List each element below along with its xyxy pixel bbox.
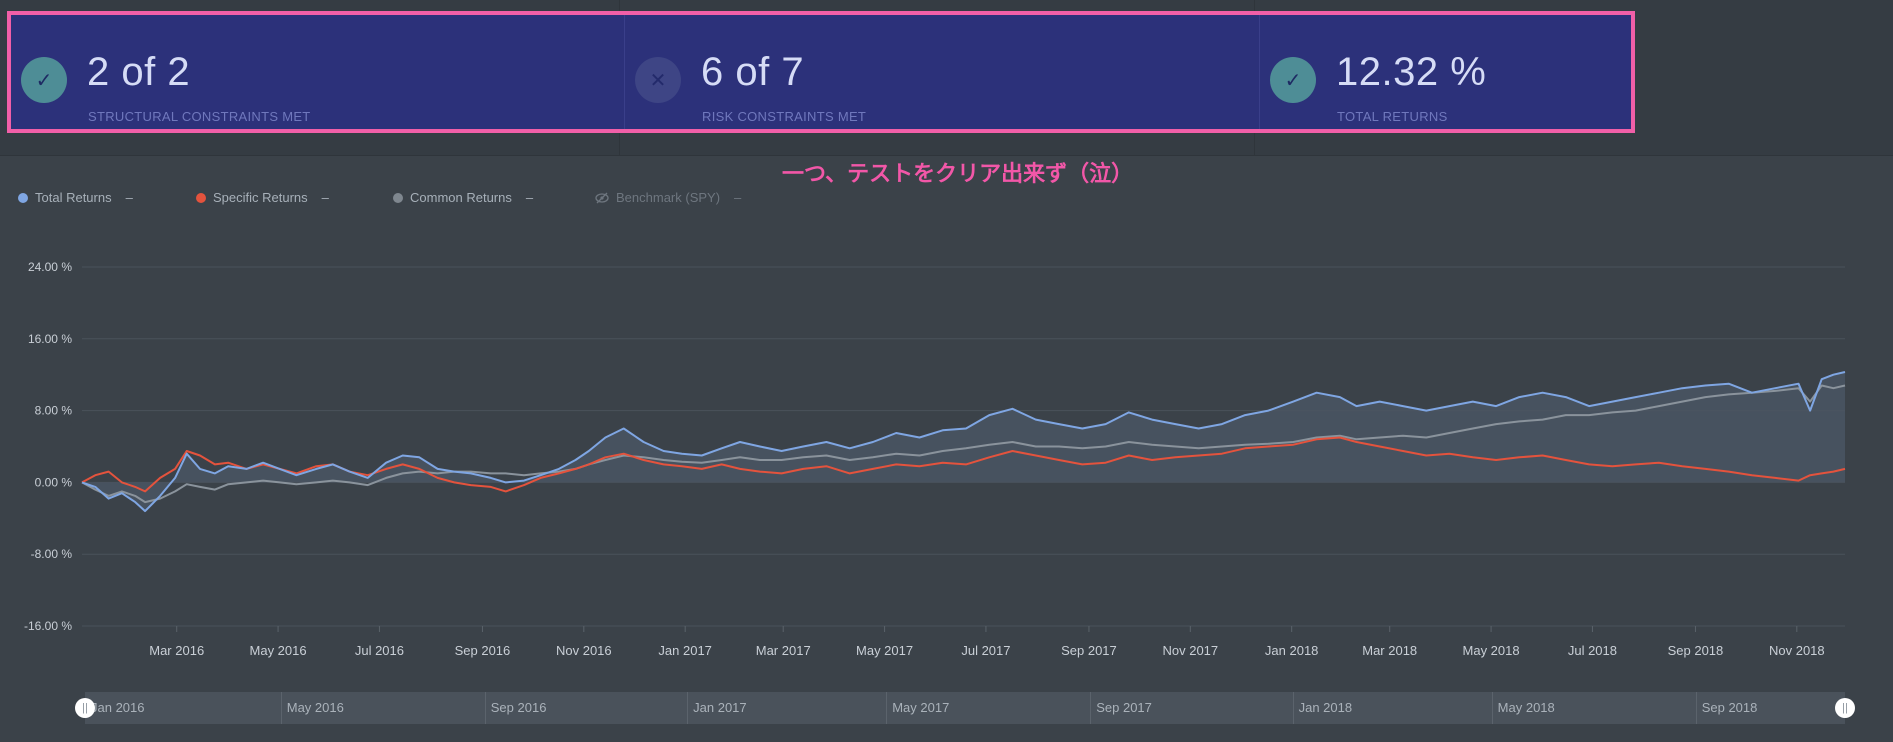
x-tick-label: Mar 2017 bbox=[756, 643, 811, 658]
x-tick-label: Sep 2018 bbox=[1668, 643, 1724, 658]
x-tick-label: Jul 2016 bbox=[355, 643, 404, 658]
series-line-total-returns bbox=[81, 371, 1846, 513]
navigator-left-handle[interactable]: || bbox=[75, 698, 95, 718]
legend-label: Benchmark (SPY) bbox=[616, 190, 721, 205]
navigator-right-handle[interactable]: || bbox=[1835, 698, 1855, 718]
navigator-divider bbox=[1292, 692, 1294, 724]
legend-dot-icon bbox=[196, 192, 206, 203]
x-tick-label: May 2018 bbox=[1463, 643, 1520, 658]
legend-label: Specific Returns bbox=[213, 190, 308, 205]
x-tick-label: Nov 2016 bbox=[556, 643, 612, 658]
risk-constraints-value: 6 of 7 bbox=[701, 50, 805, 94]
legend-item-total-returns[interactable]: Total Returns – bbox=[18, 190, 133, 205]
legend-item-specific-returns[interactable]: Specific Returns – bbox=[196, 190, 329, 205]
risk-constraints-card: ✕ 6 of 7 RISK CONSTRAINTS MET bbox=[624, 15, 1260, 129]
structural-constraints-card: ✓ 2 of 2 STRUCTURAL CONSTRAINTS MET bbox=[11, 15, 624, 129]
returns-chart[interactable]: 24.00 % 16.00 % 8.00 % 0.00 % -8.00 % -16.00 … bbox=[0, 230, 1893, 680]
navigator-label: Jan 2018 bbox=[1298, 700, 1353, 715]
legend-value: – bbox=[525, 190, 534, 205]
x-icon: ✕ bbox=[635, 57, 681, 103]
total-returns-label: TOTAL RETURNS bbox=[1337, 109, 1448, 124]
legend-dot-icon bbox=[393, 192, 403, 203]
eye-slash-icon bbox=[595, 192, 609, 203]
legend-label: Common Returns bbox=[410, 190, 512, 205]
structural-constraints-label: STRUCTURAL CONSTRAINTS MET bbox=[88, 109, 311, 124]
x-tick-label: Sep 2016 bbox=[455, 643, 511, 658]
check-icon: ✓ bbox=[21, 57, 67, 103]
navigator-label: Sep 2018 bbox=[1701, 700, 1758, 715]
structural-constraints-value: 2 of 2 bbox=[87, 50, 191, 94]
y-tick-label: 16.00 % bbox=[28, 332, 72, 346]
navigator-label: May 2018 bbox=[1497, 700, 1555, 715]
x-tick-label: Nov 2018 bbox=[1769, 643, 1825, 658]
navigator-divider bbox=[1491, 692, 1493, 724]
x-tick-label: Jul 2017 bbox=[961, 643, 1010, 658]
legend-item-common-returns[interactable]: Common Returns – bbox=[393, 190, 533, 205]
navigator-label: Sep 2017 bbox=[1096, 700, 1152, 715]
legend-value: – bbox=[125, 190, 133, 205]
legend-label: Total Returns bbox=[35, 190, 112, 205]
x-tick-label: Sep 2017 bbox=[1061, 643, 1117, 658]
x-tick-label: May 2016 bbox=[250, 643, 307, 658]
annotation-text: 一つ、テストをクリア出来ず（泣） bbox=[782, 161, 1134, 186]
total-returns-value: 12.32 % bbox=[1336, 50, 1487, 94]
total-returns-area bbox=[82, 372, 1845, 512]
legend-value: – bbox=[321, 190, 329, 205]
y-tick-label: 8.00 % bbox=[35, 404, 73, 418]
navigator-divider bbox=[1695, 692, 1697, 724]
x-tick-label: Jan 2018 bbox=[1265, 643, 1319, 658]
series-line-specific-returns bbox=[81, 436, 1846, 493]
navigator-label: May 2017 bbox=[892, 700, 950, 715]
x-tick-label: May 2017 bbox=[856, 643, 913, 658]
y-tick-label: -16.00 % bbox=[24, 619, 72, 633]
constraints-summary-panel: ✓ 2 of 2 STRUCTURAL CONSTRAINTS MET ✕ 6 … bbox=[7, 11, 1635, 133]
x-tick-label: Mar 2016 bbox=[149, 643, 204, 658]
navigator-divider bbox=[886, 692, 888, 724]
total-returns-card: ✓ 12.32 % TOTAL RETURNS bbox=[1259, 15, 1632, 129]
legend-dot-icon bbox=[18, 192, 28, 203]
y-tick-label: 0.00 % bbox=[35, 475, 73, 489]
navigator-label: May 2016 bbox=[286, 700, 344, 715]
navigator-label: Jan 2016 bbox=[91, 700, 145, 715]
range-navigator[interactable]: Jan 2016 May 2016 Sep 2016 Jan 2017 May 2017… bbox=[75, 692, 1855, 724]
legend-item-benchmark[interactable]: Benchmark (SPY) – bbox=[595, 190, 741, 205]
x-tick-label: Mar 2018 bbox=[1362, 643, 1417, 658]
navigator-divider bbox=[1090, 692, 1092, 724]
navigator-label: Jan 2017 bbox=[693, 700, 747, 715]
series-line-common-returns bbox=[81, 384, 1846, 504]
navigator-divider bbox=[484, 692, 486, 724]
x-tick-label: Nov 2017 bbox=[1162, 643, 1218, 658]
y-tick-label: 24.00 % bbox=[28, 260, 72, 274]
check-icon: ✓ bbox=[1270, 57, 1316, 103]
risk-constraints-label: RISK CONSTRAINTS MET bbox=[702, 109, 867, 124]
x-tick-label: Jan 2017 bbox=[658, 643, 712, 658]
navigator-divider bbox=[280, 692, 282, 724]
x-tick-label: Jul 2018 bbox=[1568, 643, 1617, 658]
legend-value: – bbox=[734, 190, 742, 205]
navigator-divider bbox=[687, 692, 689, 724]
y-tick-label: -8.00 % bbox=[31, 547, 73, 561]
navigator-label: Sep 2016 bbox=[490, 700, 547, 715]
